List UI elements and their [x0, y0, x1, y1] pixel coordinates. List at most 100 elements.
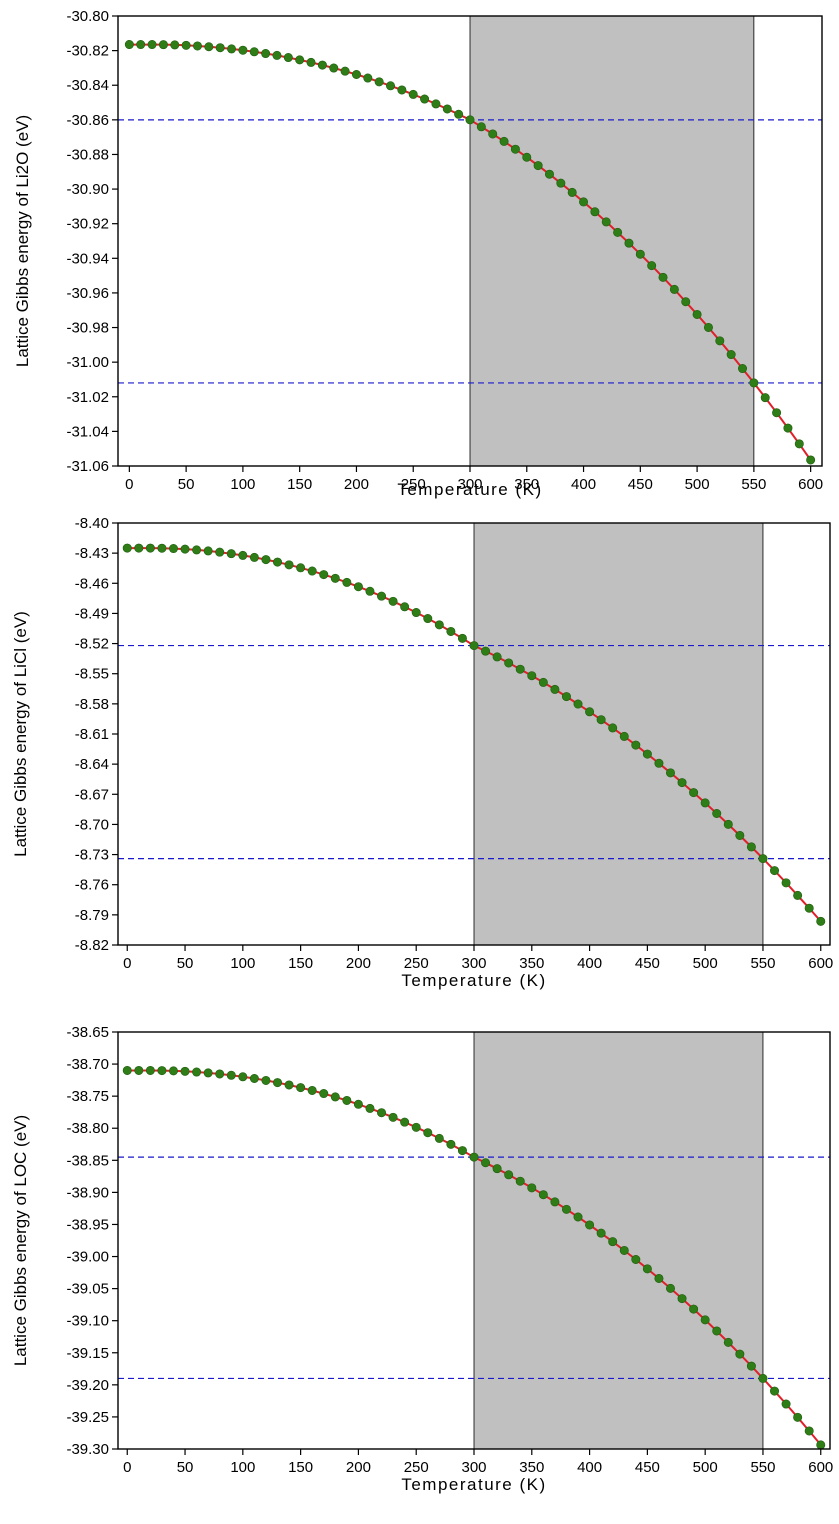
li2o-y-tick-label: -30.80	[66, 8, 109, 25]
loc-x-tick-label: 300	[461, 1459, 486, 1476]
li2o-x-tick-label: 100	[230, 476, 255, 493]
chart-panel-li2o: -30.80 -30.82 -30.84 -30.86 -30.88 -30.90 -30.…	[0, 0, 839, 508]
licl-y-tick-label: -8.61	[75, 726, 109, 743]
licl-data-point	[689, 788, 699, 798]
loc-x-tick-label: 250	[404, 1459, 429, 1476]
loc-data-point	[249, 1074, 259, 1084]
licl-data-point	[273, 557, 283, 567]
li2o-data-point	[136, 40, 146, 50]
li2o-data-point	[465, 115, 475, 125]
loc-data-point	[758, 1373, 768, 1383]
licl-data-point	[654, 758, 664, 768]
loc-data-point	[585, 1220, 595, 1230]
licl-data-point	[342, 577, 352, 587]
loc-data-point	[330, 1092, 340, 1102]
loc-y-tick-label: -39.25	[66, 1409, 109, 1426]
licl-data-point	[631, 740, 641, 750]
loc-data-point	[631, 1255, 641, 1265]
li2o-data-point	[170, 40, 180, 50]
licl-x-tick-label: 500	[693, 955, 718, 972]
loc-y-tick-label: -39.15	[66, 1345, 109, 1362]
loc-data-point	[816, 1440, 826, 1450]
li2o-x-tick-label: 400	[571, 476, 596, 493]
loc-data-point	[596, 1228, 606, 1238]
loc-data-point	[550, 1197, 560, 1207]
loc-y-tick-label: -38.70	[66, 1056, 109, 1073]
li2o-data-point	[158, 40, 168, 50]
loc-data-point	[365, 1103, 375, 1113]
loc-y-tick-label: -39.05	[66, 1281, 109, 1298]
licl-data-point	[816, 916, 826, 926]
licl-y-tick-label: -8.52	[75, 636, 109, 653]
li2o-x-tick-label: 600	[798, 476, 823, 493]
loc-y-tick-label: -38.65	[66, 1024, 109, 1041]
loc-data-point	[434, 1133, 444, 1143]
li2o-data-point	[238, 45, 248, 55]
li2o-data-point	[772, 408, 782, 418]
loc-data-point	[168, 1066, 178, 1076]
licl-data-point	[770, 866, 780, 876]
li2o-data-point	[760, 393, 770, 403]
li2o-y-tick-label: -30.86	[66, 112, 109, 129]
licl-data-point	[457, 633, 467, 643]
li2o-x-tick-label: 0	[125, 476, 133, 493]
loc-data-point	[561, 1204, 571, 1214]
li2o-x-tick-label: 250	[401, 476, 426, 493]
loc-data-point	[746, 1361, 756, 1371]
li2o-data-point	[567, 187, 577, 197]
loc-data-point	[619, 1245, 629, 1255]
loc-data-point	[284, 1080, 294, 1090]
licl-y-tick-label: -8.40	[75, 515, 109, 532]
loc-data-point	[180, 1066, 190, 1076]
loc-data-point	[411, 1122, 421, 1132]
chart-licl: -8.40 -8.43 -8.46 -8.49 -8.52 -8.55 -8.58 -8.61…	[11, 515, 833, 990]
loc-data-point	[654, 1273, 664, 1283]
licl-data-point	[388, 596, 398, 606]
li2o-data-point	[499, 136, 509, 146]
loc-shaded-region	[473, 1031, 764, 1450]
licl-data-point	[353, 582, 363, 592]
licl-data-point	[515, 664, 525, 674]
li2o-data-point	[340, 66, 350, 76]
licl-data-point	[157, 543, 167, 553]
loc-data-point	[608, 1237, 618, 1247]
li2o-x-tick-label: 500	[685, 476, 710, 493]
licl-data-point	[238, 550, 248, 560]
li2o-x-tick-label: 300	[457, 476, 482, 493]
loc-x-tick-label: 150	[288, 1459, 313, 1476]
li2o-data-point	[522, 152, 532, 162]
li2o-data-point	[579, 197, 589, 207]
licl-x-tick-label: 200	[346, 955, 371, 972]
licl-data-point	[411, 608, 421, 618]
licl-x-tick-label: 300	[461, 955, 486, 972]
loc-data-point	[793, 1412, 803, 1422]
licl-data-point	[712, 809, 722, 819]
licl-data-point	[145, 543, 155, 553]
li2o-x-tick-label: 50	[178, 476, 195, 493]
loc-x-tick-label: 400	[577, 1459, 602, 1476]
li2o-data-point	[329, 63, 339, 73]
loc-data-point	[481, 1158, 491, 1168]
licl-data-point	[550, 684, 560, 694]
li2o-data-point	[363, 73, 373, 83]
licl-data-point	[642, 749, 652, 759]
li2o-data-point	[397, 85, 407, 95]
li2o-data-point	[124, 40, 134, 50]
loc-x-tick-label: 600	[808, 1459, 833, 1476]
li2o-data-point	[261, 49, 271, 59]
li2o-data-point	[601, 217, 611, 227]
licl-data-point	[203, 546, 213, 556]
licl-data-point	[215, 547, 225, 557]
loc-x-tick-label: 100	[230, 1459, 255, 1476]
li2o-data-point	[442, 104, 452, 114]
loc-data-point	[770, 1386, 780, 1396]
li2o-x-axis-title: Temperature (K)	[397, 480, 542, 499]
licl-x-axis-title: Temperature (K)	[401, 971, 546, 990]
licl-y-tick-label: -8.73	[75, 847, 109, 864]
loc-data-point	[689, 1304, 699, 1314]
loc-y-axis-title: Lattice Gibbs energy of LOC (eV)	[11, 1115, 30, 1366]
li2o-data-point	[317, 60, 327, 70]
licl-data-point	[781, 878, 791, 888]
li2o-data-point	[669, 284, 679, 294]
loc-data-point	[457, 1146, 467, 1156]
